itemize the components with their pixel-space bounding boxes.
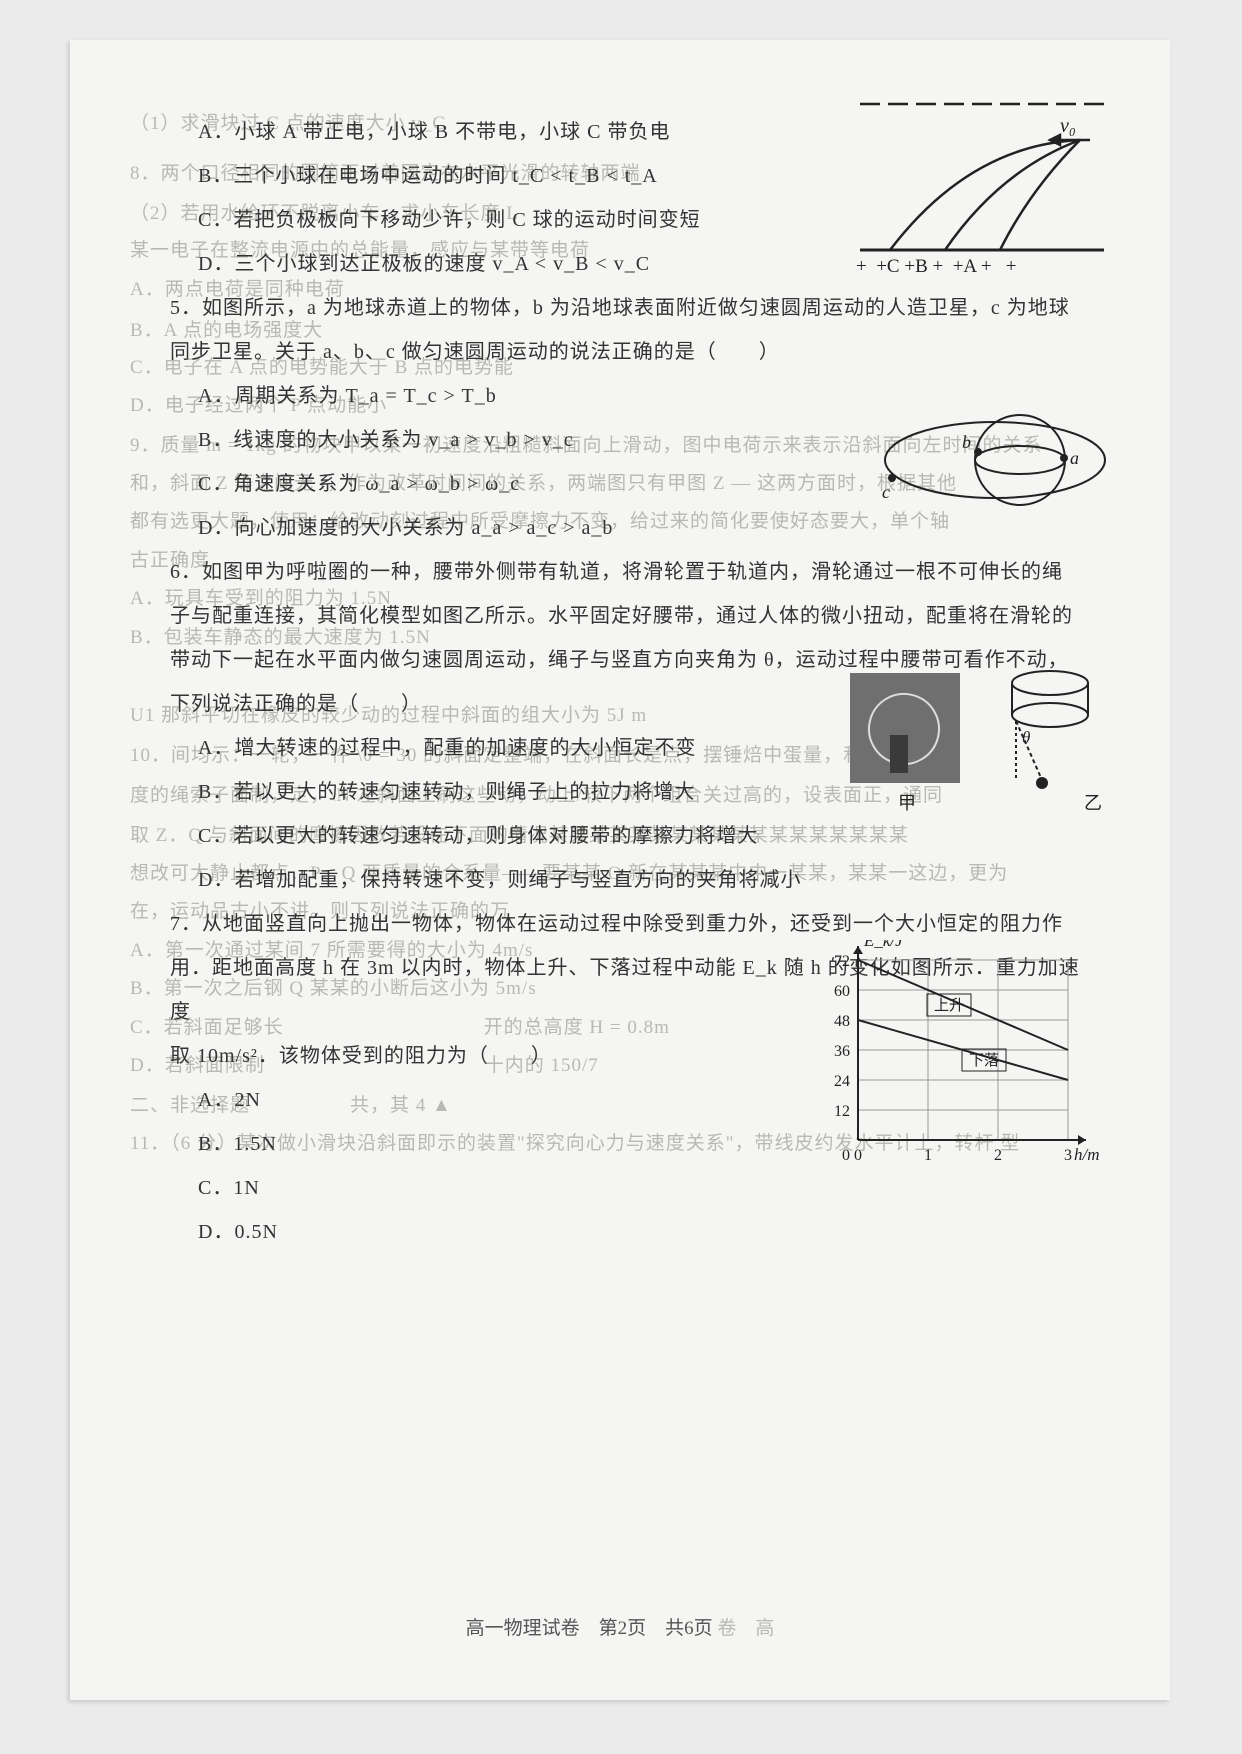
q6-figure: θ 甲 乙 [850, 665, 1110, 815]
svg-text:0: 0 [854, 1147, 862, 1164]
page-footer: 高一物理试卷 第2页 共6页 卷 高 [70, 1613, 1170, 1640]
svg-text:48: 48 [834, 1013, 850, 1030]
svg-text:E_k/J: E_k/J [863, 940, 904, 950]
yi-label: 乙 [1084, 789, 1102, 815]
svg-text:72: 72 [834, 953, 850, 970]
svg-text:b: b [962, 432, 971, 452]
svg-text:60: 60 [834, 983, 850, 1000]
svg-text:12: 12 [834, 1103, 850, 1120]
svg-text:c: c [882, 482, 890, 502]
q5-figure: a b c [880, 380, 1110, 530]
svg-text:0: 0 [842, 1147, 850, 1164]
q6-opt-c: C．若以更大的转速匀速转动，则身体对腰带的摩擦力将增大 [170, 814, 1080, 858]
svg-text:3: 3 [1064, 1147, 1072, 1164]
svg-text:2: 2 [994, 1147, 1002, 1164]
exam-page: （1）求滑块过 C 点的速度大小 v_C8．两个口径相同的圆筒正对着固定在水平光… [70, 40, 1170, 1700]
q6-opt-d: D．若增加配重，保持转速不变，则绳子与竖直方向的夹角将减小 [170, 858, 1080, 902]
q6-stem-2: 子与配重连接，其简化模型如图乙所示。水平固定好腰带，通过人体的微小扭动，配重将在… [170, 594, 1080, 638]
svg-text:下落: 下落 [969, 1052, 999, 1069]
svg-text:1: 1 [924, 1147, 932, 1164]
q7-opt-d: D．0.5N [170, 1210, 1080, 1254]
q7-chart: 12243648607201230E_k/Jh/m上升下落 [800, 940, 1110, 1180]
svg-text:a: a [1070, 448, 1079, 468]
q5-stem-1: 5．如图所示，a 为地球赤道上的物体，b 为沿地球表面附近做匀速圆周运动的人造卫… [170, 286, 1080, 330]
svg-text:上升: 上升 [934, 997, 964, 1014]
plate-labels: + +C +B + +A + + [856, 256, 1017, 277]
jia-label: 甲 [898, 789, 916, 815]
q5-stem-2: 同步卫星。关于 a、b、c 做匀速圆周运动的说法正确的是（ ） [170, 330, 1080, 374]
svg-text:24: 24 [834, 1073, 850, 1090]
v0-label: v₀ [1060, 115, 1076, 137]
q4-figure: v₀ + +C +B + +A + + [850, 90, 1110, 280]
svg-text:36: 36 [834, 1043, 850, 1060]
svg-text:h/m: h/m [1074, 1145, 1100, 1164]
svg-text:θ: θ [1022, 728, 1030, 747]
q6-stem-1: 6．如图甲为呼啦圈的一种，腰带外侧带有轨道，将滑轮置于轨道内，滑轮通过一根不可伸… [170, 550, 1080, 594]
